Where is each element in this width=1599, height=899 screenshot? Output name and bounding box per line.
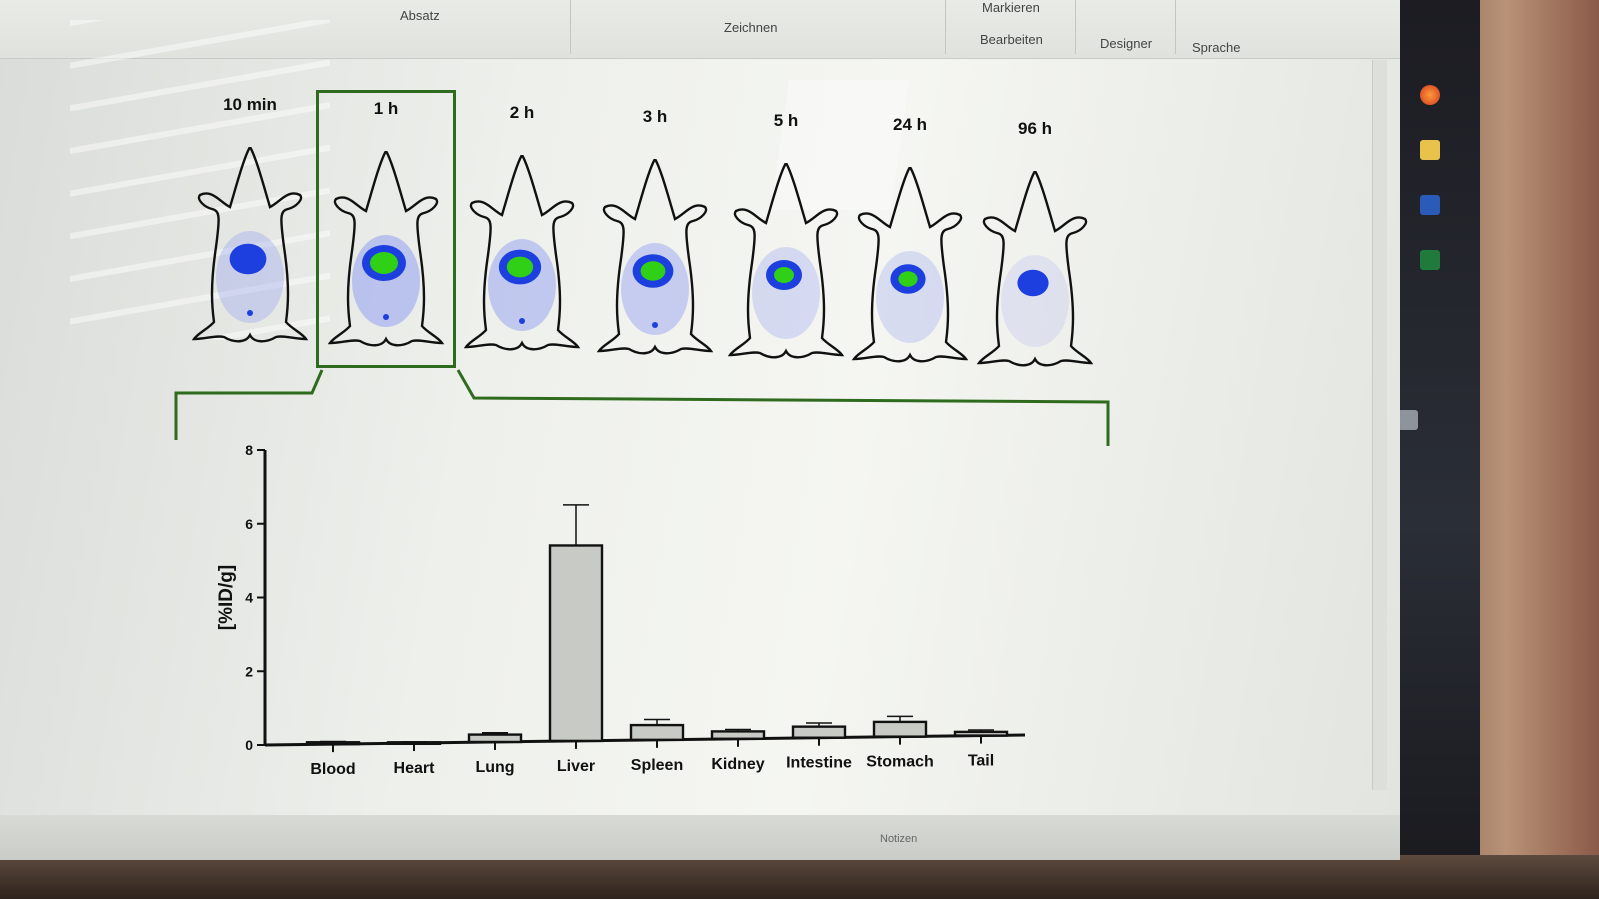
liver-hotspot: [640, 261, 666, 281]
ribbon-toolbar: Absatz Zeichnen Markieren Bearbeiten Des…: [0, 0, 1400, 59]
mouse-scan-image: [851, 167, 969, 363]
whole-body-signal: [1001, 255, 1069, 347]
y-tick-label: 8: [245, 442, 253, 458]
y-tick-label: 0: [245, 737, 253, 753]
timepoint-label: 2 h: [509, 103, 535, 122]
highlighted-timepoint-frame: [316, 90, 456, 368]
bar-tail: [953, 730, 1009, 737]
x-tick-label: Stomach: [866, 754, 934, 771]
word-icon[interactable]: [1420, 195, 1440, 215]
bar-blood: [305, 741, 361, 746]
ribbon-group-sprache: Sprache: [1192, 40, 1241, 55]
file-explorer-icon[interactable]: [1420, 140, 1440, 160]
y-tick-label: 4: [245, 590, 253, 606]
bar-spleen: [629, 723, 685, 742]
mouse-outline: [463, 155, 581, 351]
bar-stomach: [872, 720, 928, 738]
timepoint-label: 10 min: [223, 95, 277, 114]
bladder-signal: [519, 318, 525, 324]
y-tick-label: 2: [245, 663, 253, 679]
vertical-scrollbar[interactable]: [1372, 60, 1387, 790]
calculator-icon[interactable]: [1398, 410, 1418, 430]
x-tick-label: Spleen: [631, 757, 683, 774]
mouse-outline: [327, 151, 445, 347]
bladder-signal: [383, 314, 389, 320]
y-tick-label: 6: [245, 516, 253, 532]
liver-hotspot: [774, 267, 794, 283]
x-tick-label: Kidney: [711, 756, 764, 773]
mouse-scan-image: [596, 159, 714, 355]
x-tick-label: Tail: [968, 753, 994, 770]
ribbon-group-designer[interactable]: Designer: [1100, 36, 1153, 51]
mouse-scan-image: [327, 151, 445, 347]
timepoint-label: 5 h: [773, 111, 799, 130]
excel-icon[interactable]: [1420, 250, 1440, 270]
x-tick-label: Liver: [557, 758, 595, 775]
mouse-scan-image: [976, 171, 1094, 367]
mouse-outline: [727, 163, 845, 359]
monitor-bezel: [1390, 0, 1480, 870]
bladder-signal: [247, 310, 253, 316]
zoom-bracket: [174, 369, 1110, 446]
x-tick-label: Heart: [394, 760, 436, 777]
mouse-outline: [851, 167, 969, 363]
timepoint-label: 96 h: [1017, 119, 1053, 138]
x-tick-label: Lung: [475, 759, 514, 776]
ribbon-group-bearbeiten: Bearbeiten: [980, 32, 1043, 47]
status-bar: Notizen: [0, 815, 1400, 860]
timepoint-label: 24 h: [892, 115, 928, 134]
timepoint-label: 3 h: [642, 107, 668, 126]
ribbon-group-zeichnen: Zeichnen: [724, 20, 778, 35]
window-blind-reflection: [70, 20, 330, 340]
desk-surface: [0, 855, 1599, 899]
x-tick-label: Intestine: [786, 755, 852, 772]
screen: Absatz Zeichnen Markieren Bearbeiten Des…: [0, 0, 1400, 860]
ribbon-markieren-button[interactable]: Markieren: [982, 0, 1040, 15]
liver-signal: [1017, 269, 1049, 297]
x-tick-label: Blood: [310, 761, 355, 778]
mouse-outline: [976, 171, 1094, 367]
mouse-scan-image: [191, 147, 309, 343]
bar-intestine: [791, 725, 847, 739]
mouse-outline: [191, 147, 309, 343]
y-axis-label: [%ID/g]: [216, 565, 237, 630]
liver-hotspot: [506, 256, 534, 278]
bar-kidney: [710, 730, 766, 740]
mouse-scan-image: [463, 155, 581, 351]
biodistribution-bar-chart: 0 2 4 6 8 [%ID/g] Blood Heart Lung Liver Spleen Kid…: [216, 442, 1026, 778]
ribbon-group-absatz: Absatz: [400, 8, 440, 23]
bar-lung: [467, 733, 523, 744]
notes-button[interactable]: Notizen: [880, 833, 918, 845]
liver-signal: [229, 243, 267, 275]
bar-liver: [548, 544, 604, 743]
firefox-icon[interactable]: [1420, 85, 1440, 105]
bladder-signal: [652, 322, 658, 328]
liver-hotspot: [370, 252, 398, 274]
liver-hotspot: [898, 271, 918, 287]
mouse-outline: [596, 159, 714, 355]
timepoint-label: 1 h: [373, 99, 399, 118]
mouse-scan-image: [727, 163, 845, 359]
